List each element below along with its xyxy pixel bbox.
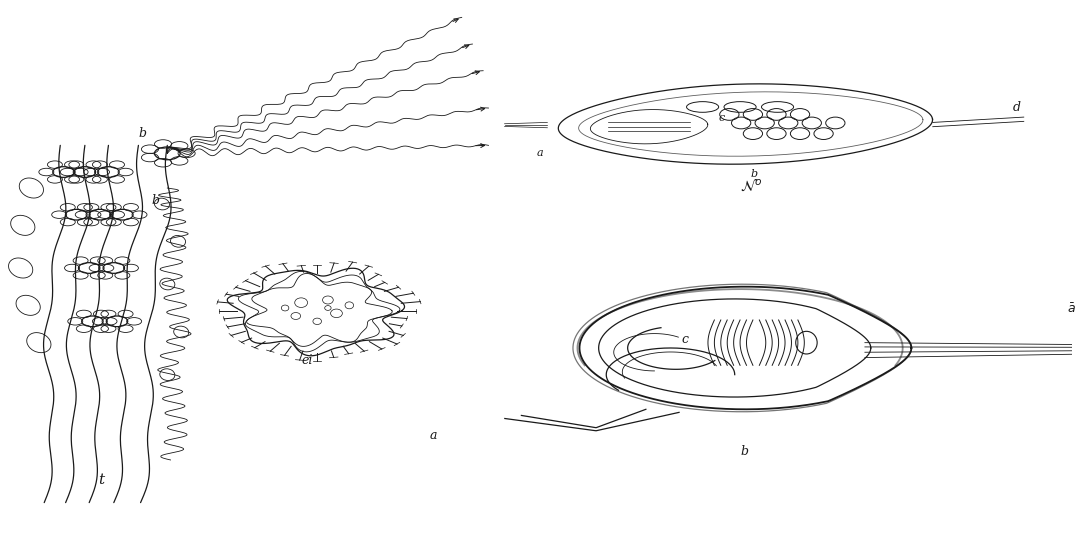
Text: $\mathcal{N}^o$: $\mathcal{N}^o$ bbox=[741, 178, 763, 193]
Text: c: c bbox=[719, 113, 724, 123]
Text: c: c bbox=[681, 333, 688, 346]
Text: a: a bbox=[430, 429, 437, 442]
Text: d: d bbox=[1013, 101, 1021, 114]
Text: $\bar{a}$: $\bar{a}$ bbox=[1066, 303, 1076, 316]
Text: t: t bbox=[98, 473, 103, 487]
Text: b: b bbox=[138, 128, 147, 140]
Text: b: b bbox=[151, 194, 160, 207]
Text: ei: ei bbox=[301, 354, 313, 367]
Text: a: a bbox=[537, 148, 543, 158]
Text: b: b bbox=[750, 169, 758, 180]
Text: b: b bbox=[741, 445, 748, 458]
